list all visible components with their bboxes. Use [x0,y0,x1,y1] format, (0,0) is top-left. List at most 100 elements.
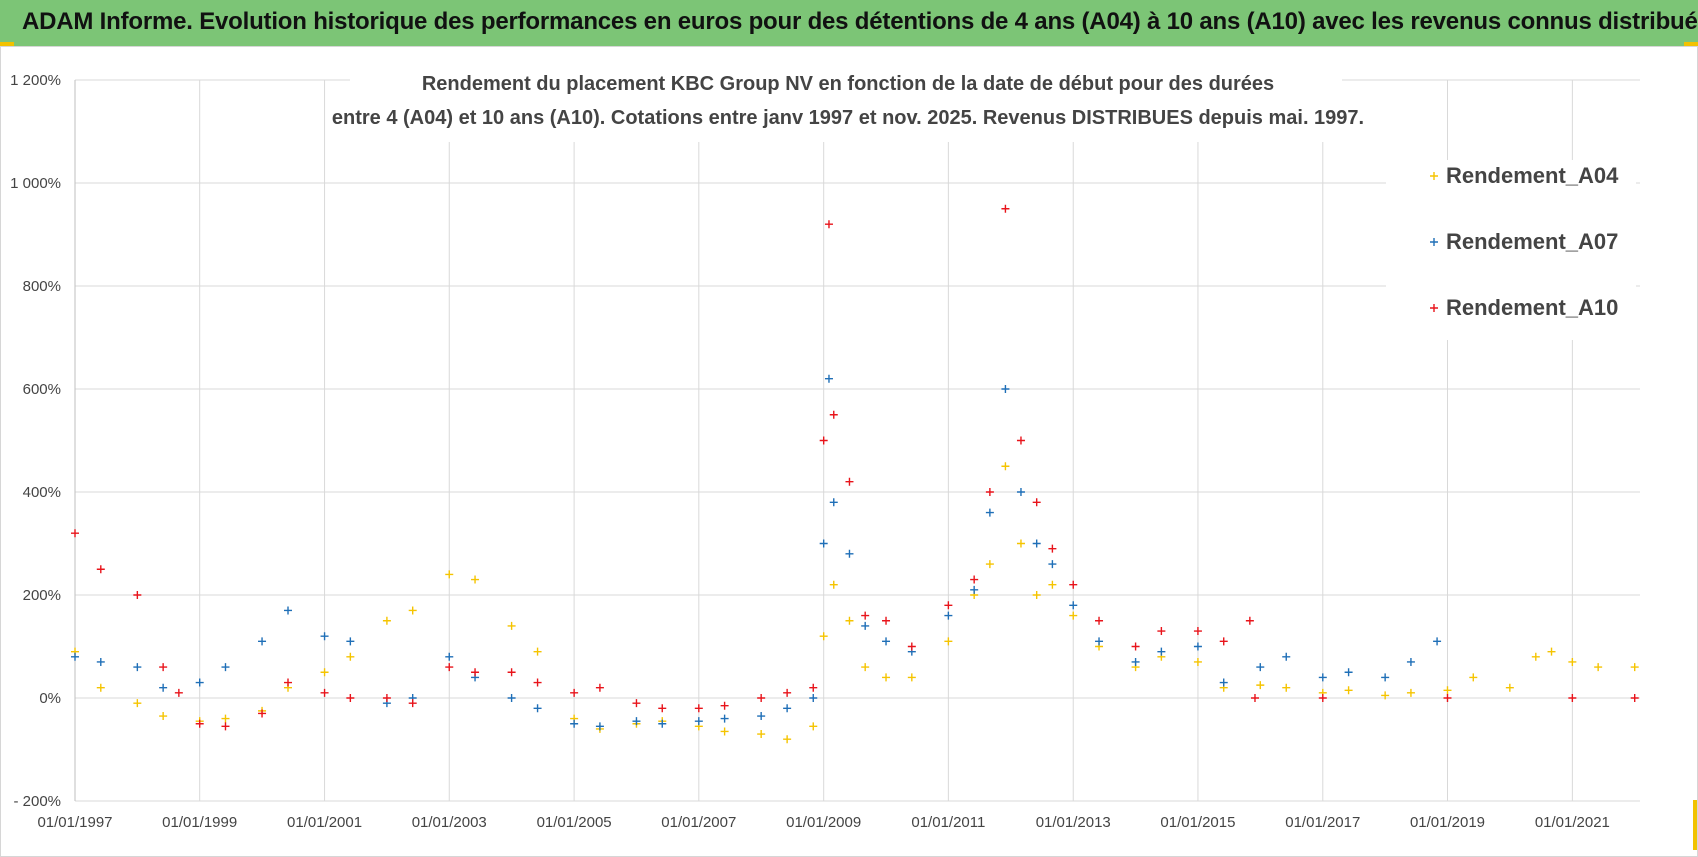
page-title: ADAM Informe. Evolution historique des p… [22,8,1698,35]
data-point [159,683,168,692]
data-point [382,616,391,625]
data-point [346,652,355,661]
data-point [829,580,838,589]
data-point [408,606,417,615]
data-point [258,637,267,646]
data-point [507,694,516,702]
data-point [819,539,828,548]
data-point [507,668,516,677]
data-point [284,678,293,687]
data-point [1069,601,1078,610]
y-tick-label: 200% [23,587,61,604]
data-point [595,722,604,731]
data-point [1433,637,1442,646]
data-point [944,637,953,646]
data-point [320,668,329,677]
data-point [133,663,142,672]
data-point [221,714,230,723]
data-point [1095,616,1104,625]
data-point [1245,616,1254,625]
y-tick-label: - 200% [13,793,61,810]
data-point [1381,691,1390,700]
data-point [1406,688,1415,697]
data-point [819,632,828,641]
data-point [471,575,480,584]
data-point [1250,694,1259,702]
data-point [96,683,105,692]
data-point [1193,657,1202,666]
data-point [783,688,792,697]
axis-layer: - 200% 0% 200% 400% 600% 800% 1 000% 1 200% 01/0… [10,72,1610,831]
data-point [533,647,542,656]
x-tick-label: 01/01/2003 [412,814,487,831]
data-point [720,727,729,736]
data-point [1016,436,1025,445]
data-point [845,616,854,625]
x-tick-label: 01/01/2007 [661,814,736,831]
title-banner: ADAM Informe. Evolution historique des p… [0,0,1698,46]
data-point [71,529,79,538]
data-point [96,565,105,574]
x-tick-label: 01/01/1999 [162,814,237,831]
data-point [757,694,766,702]
legend-item: Rendement_A07 [1430,229,1618,254]
data-point [970,585,979,594]
data-point [221,722,230,731]
data-point [533,678,542,687]
data-point [1032,591,1041,599]
legend-item: Rendement_A10 [1430,295,1618,320]
data-point [1048,544,1057,553]
data-point [944,611,953,620]
data-point [861,663,870,672]
data-point [1131,642,1140,651]
data-point [1193,627,1202,636]
data-point [819,436,828,445]
data-point [159,712,168,721]
data-point [284,606,293,615]
data-point [1048,560,1057,569]
data-point [1069,611,1078,620]
data-point [907,673,916,682]
data-point [445,663,454,672]
data-point [694,717,703,726]
data-point [1193,642,1202,651]
data-point [970,575,979,584]
data-point [985,560,994,569]
x-tick-label: 01/01/2011 [911,814,985,831]
y-tick-label: 0% [39,690,61,707]
data-point [720,701,729,710]
data-point [783,735,792,744]
data-point [346,694,355,702]
data-point [445,570,454,579]
y-tick-label: 800% [23,278,61,295]
data-point [320,632,329,641]
data-point [174,688,183,697]
data-point [1406,657,1415,666]
data-point [1568,657,1577,666]
x-tick-label: 01/01/2009 [786,814,861,831]
data-point [1505,683,1514,692]
x-tick-label: 01/01/1997 [37,814,112,831]
data-point [809,694,818,702]
data-point [1318,694,1327,702]
chart-title-line1: Rendement du placement KBC Group NV en f… [422,73,1274,95]
data-point [985,488,994,496]
data-point [1381,673,1390,682]
data-point [258,709,267,718]
data-point [829,498,838,507]
data-point [1282,652,1291,661]
data-point [632,699,641,708]
data-point [1344,686,1353,695]
corner-mark-top-right [1684,42,1698,46]
x-tick-label: 01/01/2021 [1535,814,1610,831]
data-point [861,621,870,630]
data-point [824,220,833,229]
corner-mark-right [1693,800,1698,850]
data-point [658,719,667,728]
data-point [570,688,579,697]
x-tick-label: 01/01/2015 [1160,814,1235,831]
data-point [471,668,480,677]
data-point [658,704,667,713]
data-point [133,699,142,708]
data-point [809,722,818,731]
